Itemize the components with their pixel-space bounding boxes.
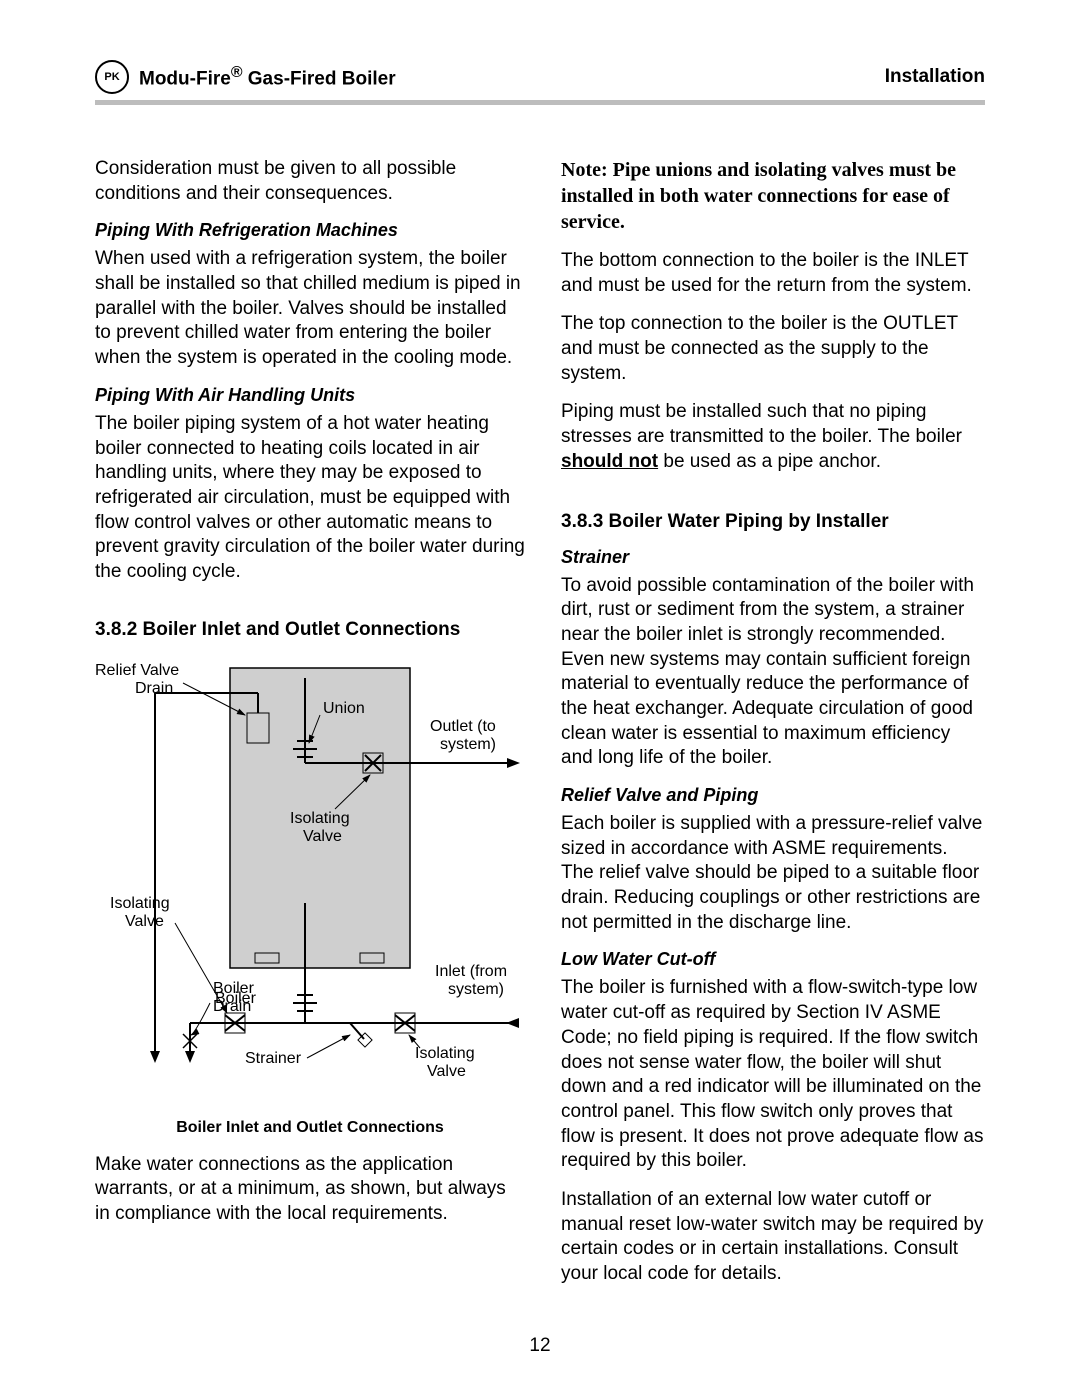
subhead: Low Water Cut-off	[561, 949, 985, 970]
header-left: PK Modu-Fire® Gas-Fired Boiler	[95, 60, 396, 94]
para: Piping must be installed such that no pi…	[561, 400, 985, 474]
subhead: Piping With Refrigeration Machines	[95, 220, 525, 241]
svg-text:Strainer: Strainer	[245, 1050, 302, 1067]
svg-text:Drain: Drain	[135, 680, 173, 697]
para: The top connection to the boiler is the …	[561, 312, 985, 386]
section-heading: 3.8.3 Boiler Water Piping by Installer	[561, 511, 985, 533]
svg-text:Valve: Valve	[125, 913, 164, 930]
page-header: PK Modu-Fire® Gas-Fired Boiler Installat…	[95, 60, 985, 105]
para: Make water connections as the applicatio…	[95, 1153, 525, 1227]
piping-diagram: Relief Valve Drain Union Outlet (to syst…	[95, 663, 525, 1103]
subhead: Piping With Air Handling Units	[95, 385, 525, 406]
svg-text:Isolating: Isolating	[110, 895, 170, 912]
content-columns: Consideration must be given to all possi…	[95, 157, 985, 1301]
right-column: Note: Pipe unions and isolating valves m…	[561, 157, 985, 1301]
para: Consideration must be given to all possi…	[95, 157, 525, 206]
section-heading: 3.8.2 Boiler Inlet and Outlet Connection…	[95, 619, 525, 641]
svg-text:Inlet (from: Inlet (from	[435, 963, 507, 980]
svg-text:Isolating: Isolating	[415, 1045, 475, 1062]
subhead: Relief Valve and Piping	[561, 785, 985, 806]
svg-text:Valve: Valve	[427, 1063, 466, 1080]
svg-text:system): system)	[440, 736, 496, 753]
svg-text:Isolating: Isolating	[290, 810, 350, 827]
brand-logo-icon: PK	[95, 60, 129, 94]
para: The bottom connection to the boiler is t…	[561, 249, 985, 298]
page-number: 12	[529, 1335, 550, 1357]
para: Each boiler is supplied with a pressure-…	[561, 812, 985, 935]
svg-text:Boiler: Boiler	[213, 980, 255, 997]
left-column: Consideration must be given to all possi…	[95, 157, 525, 1301]
svg-text:Drain: Drain	[213, 998, 251, 1015]
product-title: Modu-Fire® Gas-Fired Boiler	[139, 64, 396, 90]
para: Installation of an external low water cu…	[561, 1188, 985, 1287]
figure-caption: Boiler Inlet and Outlet Connections	[95, 1119, 525, 1137]
svg-text:Union: Union	[323, 700, 365, 717]
svg-text:Outlet (to: Outlet (to	[430, 718, 496, 735]
svg-text:Relief Valve: Relief Valve	[95, 663, 179, 679]
subhead: Strainer	[561, 547, 985, 568]
para: When used with a refrigeration system, t…	[95, 247, 525, 370]
para: The boiler piping system of a hot water …	[95, 412, 525, 585]
para: The boiler is furnished with a flow-swit…	[561, 976, 985, 1174]
svg-text:Valve: Valve	[303, 828, 342, 845]
svg-text:system): system)	[448, 981, 504, 998]
section-title: Installation	[885, 66, 985, 88]
note: Note: Pipe unions and isolating valves m…	[561, 157, 985, 235]
para: To avoid possible contamination of the b…	[561, 574, 985, 772]
